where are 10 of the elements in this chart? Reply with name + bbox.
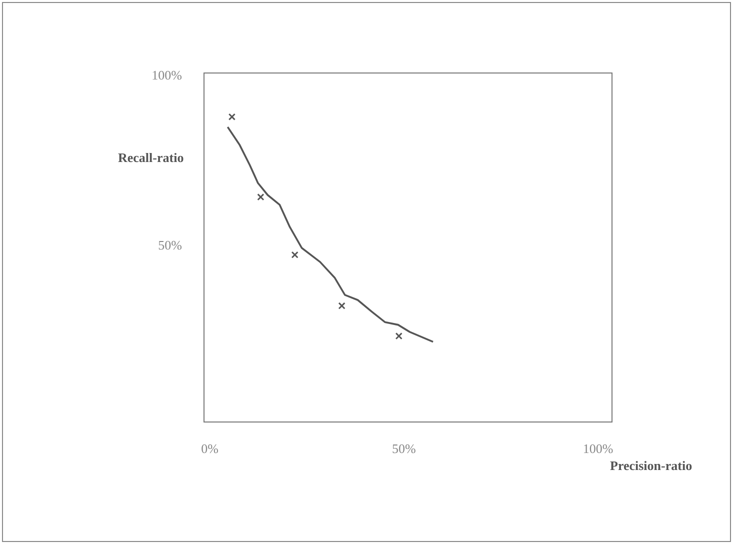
y-axis-title: Recall-ratio: [118, 150, 184, 166]
x-axis-title: Precision-ratio: [610, 458, 692, 474]
point: [228, 113, 236, 120]
point: [291, 251, 298, 258]
point: [338, 302, 346, 310]
x-tick-label: 0%: [201, 441, 219, 456]
point: [257, 193, 264, 201]
point: [395, 332, 402, 340]
x-tick-label: 50%: [392, 441, 416, 456]
x-tick-label: 100%: [582, 441, 614, 456]
